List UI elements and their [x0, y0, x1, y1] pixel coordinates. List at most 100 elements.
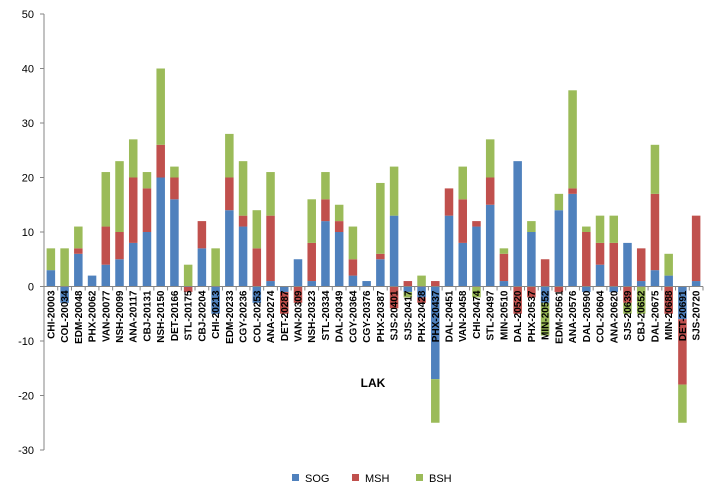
x-tick-label: ANA-20576: [568, 290, 579, 343]
bar-segment-msh-min-20552: [540, 259, 550, 287]
y-tick-label: 30: [22, 118, 34, 130]
x-tick-label: VAN-20309: [293, 290, 304, 342]
bar-segment-msh-dal-20520: [513, 286, 522, 314]
bar-segment-bsh-phx-20437: [431, 379, 440, 423]
bar-segment-msh-min-20510: [499, 253, 509, 282]
axes-layer: [40, 13, 704, 451]
bar-segment-msh-phx-20537: [527, 286, 536, 298]
bar-segment-sog-sjs-20401: [389, 215, 399, 287]
bar-segment-bsh-ana-20576: [568, 90, 577, 189]
x-tick-label: PHX-20537: [527, 290, 538, 342]
bar-segment-sog-col-20034: [60, 286, 69, 303]
x-tick-label: SJS-20417: [403, 290, 414, 340]
bar-segment-msh-ana-20274: [266, 215, 275, 282]
bar-segment-msh-phx-20428: [417, 297, 426, 303]
bar-segment-msh-van-20458: [458, 199, 467, 243]
legend-label-sog: SOG: [305, 473, 329, 485]
bar-segment-sog-min-20510: [499, 281, 509, 287]
bar-segment-sog-cgy-20364: [348, 275, 358, 287]
x-tick-label: EDM-20561: [554, 290, 565, 344]
bar-segment-bsh-det-20691: [678, 384, 687, 423]
bar-segment-msh-col-20604: [595, 242, 605, 265]
x-tick-label: SJS-20720: [692, 290, 703, 340]
bar-segment-msh-sjs-20720: [691, 215, 701, 282]
bar-segment-sog-edm-20561: [554, 210, 564, 287]
bar-segment-sog-dal-20520: [513, 161, 522, 287]
bar-segment-sog-chi-20003: [46, 270, 56, 287]
bar-segment-bsh-sjs-20417: [403, 291, 413, 298]
bar-segment-sog-sjs-20720: [691, 281, 701, 287]
bar-segment-bsh-dal-20675: [650, 144, 660, 194]
bar-segment-sog-van-20309: [293, 259, 303, 287]
bar-segment-msh-dal-20349: [334, 221, 344, 232]
bar-segment-msh-ana-20117: [128, 177, 138, 243]
y-tick-label: -20: [18, 391, 34, 403]
legend-swatch-msh: [352, 474, 359, 481]
bar-segment-sog-dal-20590: [582, 286, 591, 292]
bar-segment-msh-van-20309: [293, 286, 303, 303]
x-tick-label: VAN-20077: [101, 290, 112, 342]
bar-segment-msh-sjs-20401: [389, 286, 399, 309]
x-tick-label: ANA-20274: [266, 290, 277, 343]
bar-segment-bsh-ana-20117: [128, 139, 138, 178]
y-tick-label: -30: [18, 445, 34, 457]
bar-segment-msh-dal-20451: [444, 188, 454, 216]
x-tick-label: STL-20497: [486, 290, 497, 340]
x-tick-label: CGY-20236: [239, 290, 250, 343]
bar-segment-bsh-chi-20003: [46, 248, 56, 271]
x-tick-label: ANA-20620: [609, 290, 620, 343]
x-tick-label: PHX-20437: [431, 290, 442, 342]
x-tick-label: EDM-20048: [74, 290, 85, 344]
bar-segment-msh-min-20688: [664, 286, 673, 314]
y-tick-labels: -30 -20 -10 0 10 20 30 40 50: [18, 9, 34, 457]
legend-swatch-sog: [292, 474, 299, 481]
x-tick-label: DET-20287: [280, 290, 291, 341]
x-tick-label: SJS-20639: [623, 290, 634, 340]
x-tick-label: COL-20034: [60, 290, 71, 343]
bar-segment-sog-stl-20497: [485, 204, 495, 287]
bar-segment-bsh-sjs-20639: [623, 302, 632, 314]
bar-segment-msh-sjs-20417: [403, 281, 413, 287]
y-tick-label: -10: [18, 336, 34, 348]
x-tick-label: NSH-20323: [307, 290, 318, 343]
bar-segment-bsh-min-20510: [499, 248, 509, 254]
y-tick-label: 40: [22, 64, 34, 76]
x-tick-label: CBJ-20204: [197, 290, 208, 342]
bar-segment-bsh-edm-20048: [74, 226, 83, 249]
x-tick-label: DET-20691: [678, 290, 689, 341]
bar-segment-msh-phx-20387: [376, 253, 385, 260]
bar-segment-bsh-col-20604: [595, 215, 605, 243]
x-tick-label: STL-20175: [184, 290, 195, 340]
x-tick-label: STL-20334: [321, 290, 332, 340]
x-tick-label: MIN-20688: [664, 290, 675, 340]
x-tick-label: CBJ-20652: [637, 290, 648, 342]
x-tick-label: DAL-20675: [650, 290, 661, 342]
bar-segment-bsh-min-20552: [540, 302, 550, 336]
x-tick-label: CGY-20364: [348, 290, 359, 343]
bar-segment-msh-phx-20437: [431, 281, 440, 287]
bar-segment-bsh-cbj-20131: [142, 172, 152, 189]
bar-segment-bsh-det-20166: [170, 166, 179, 178]
bar-segment-sog-col-20604: [595, 264, 605, 287]
y-tick-label: 50: [22, 9, 34, 21]
bar-segment-bsh-chi-20474: [472, 286, 481, 298]
x-tick-label: DAL-20520: [513, 290, 524, 342]
bar-segment-bsh-van-20077: [101, 172, 111, 227]
bar-segment-bsh-cbj-20652: [636, 286, 646, 314]
bar-segment-sog-cbj-20131: [142, 232, 152, 287]
bar-segment-msh-stl-20334: [321, 199, 330, 222]
bar-segment-msh-ana-20576: [568, 188, 577, 194]
x-tick-label: DAL-20451: [445, 290, 456, 342]
x-axis-title: LAK: [361, 376, 386, 390]
bar-segment-bsh-nsh-20099: [115, 161, 124, 232]
bar-segment-sog-cbj-20652: [636, 281, 646, 287]
x-tick-label: DET-20166: [170, 290, 181, 341]
bar-segment-msh-edm-20233: [225, 177, 234, 211]
bar-segment-bsh-dal-20349: [334, 204, 344, 222]
bar-segment-sog-det-20166: [170, 199, 179, 287]
x-tick-label: CHI-20213: [211, 290, 222, 339]
x-tick-label: EDM-20233: [225, 290, 236, 344]
bar-segment-sog-phx-20062: [87, 275, 97, 287]
bar-segment-sog-chi-20213: [211, 286, 220, 314]
